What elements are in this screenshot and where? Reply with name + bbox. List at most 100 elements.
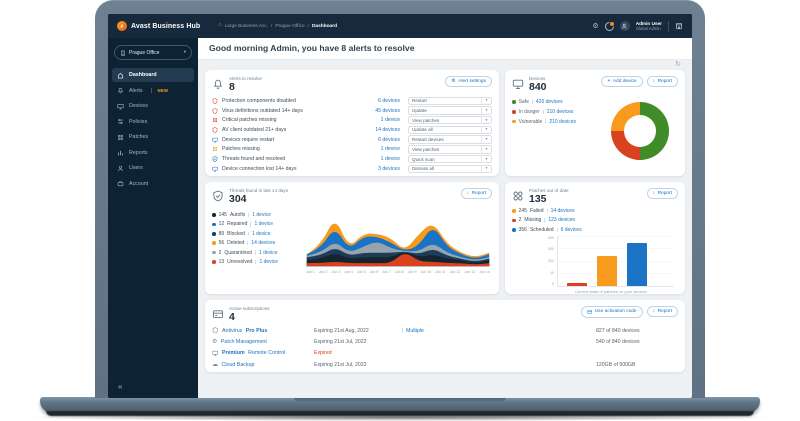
bar-failed xyxy=(597,256,617,286)
alert-devices-link[interactable]: 1 device xyxy=(380,117,400,124)
subscription-name: Remote Control xyxy=(248,350,286,357)
legend-divider xyxy=(248,212,250,218)
sidebar-item-reports[interactable]: Reports xyxy=(112,146,194,160)
sidebar-item-devices[interactable]: Devices xyxy=(112,99,194,113)
sidebar-item-account[interactable]: Account xyxy=(112,177,194,191)
devices-count: 840 xyxy=(529,81,547,93)
add-device-button[interactable]: + Add device xyxy=(601,76,643,88)
user-menu[interactable]: Admin User Global Admin xyxy=(636,21,662,32)
legend-label: Scheduled xyxy=(529,226,554,233)
settings-gear-icon[interactable]: ⚙ xyxy=(592,22,599,30)
card-title: Threats found in last 14 days xyxy=(229,188,288,193)
alert-label: Patches missing xyxy=(222,146,260,153)
alert-action-select[interactable]: Restart ▾ xyxy=(408,96,492,106)
alert-settings-button[interactable]: ⚙ Alert settings xyxy=(445,76,492,88)
avatar[interactable] xyxy=(619,21,630,31)
subscription-link[interactable]: Antivirus Pro Plus xyxy=(212,327,314,334)
patches-bar-chart: 400 300 200 10 0 Current state of patches on… xyxy=(548,235,674,294)
office-selector[interactable]: Prague Office ▾ xyxy=(114,45,192,60)
alert-devices-link[interactable]: 6 devices xyxy=(378,136,400,143)
subscription-link[interactable]: Premium Remote Control xyxy=(212,350,314,357)
subscription-name: Antivirus xyxy=(222,327,243,334)
legend-devices-link[interactable]: 1 device xyxy=(251,230,271,237)
legend-dot xyxy=(212,232,216,236)
use-activation-code-button[interactable]: Use activation code xyxy=(580,306,643,318)
legend-item: 89 Blocked 1 device xyxy=(212,231,304,237)
subscription-link[interactable]: ⚙ Patch Management xyxy=(212,339,314,345)
x-axis-tick: Jun 10 xyxy=(420,270,432,275)
gear-icon: ⚙ xyxy=(212,338,218,345)
y-axis-tick: 200 xyxy=(548,259,554,264)
devices-report-button[interactable]: ↓ Report xyxy=(646,76,678,88)
sidebar-collapse-icon[interactable]: « xyxy=(118,382,123,391)
sidebar-item-users[interactable]: Users xyxy=(112,161,194,175)
legend-divider xyxy=(250,222,252,227)
monitor-icon xyxy=(212,166,218,172)
legend-devices-link[interactable]: 123 devices xyxy=(548,217,576,224)
sidebar-item-alerts[interactable]: Alerts NEW xyxy=(112,84,194,98)
legend-devices-link[interactable]: 14 devices xyxy=(550,208,575,215)
alert-action-select[interactable]: Update all ▾ xyxy=(408,125,492,135)
alert-action-select[interactable]: Quick scan ▾ xyxy=(408,154,492,164)
legend-devices-link[interactable]: 14 devices xyxy=(251,240,276,247)
sidebar-item-policies[interactable]: Policies xyxy=(112,115,194,129)
breadcrumb-site[interactable]: Prague Office xyxy=(275,23,305,29)
select-value: Restart devices xyxy=(412,137,444,143)
threats-x-labels: Jun 1 Jun 2 Jun 3 Jun 4 Jun 5 Jun 6 Jun 7 Jun 8… xyxy=(304,269,492,274)
patches-report-button[interactable]: ↓ Report xyxy=(646,188,678,200)
laptop-base-notch xyxy=(294,397,506,403)
threats-report-button[interactable]: ↓ Report xyxy=(460,188,492,200)
x-axis-tick: Jun 12 xyxy=(449,270,461,275)
legend-devices-link[interactable]: 210 devices xyxy=(549,118,577,125)
legend-devices-link[interactable]: 210 devices xyxy=(546,108,574,115)
alert-devices-link[interactable]: 6 devices xyxy=(378,97,400,104)
gear-icon: ⚙ xyxy=(451,78,456,85)
select-value: Quick scan xyxy=(412,156,435,162)
legend-devices-link[interactable]: 1 device xyxy=(259,259,279,266)
legend-devices-link[interactable]: 420 devices xyxy=(535,99,563,106)
sidebar-item-patches[interactable]: Patches xyxy=(112,130,194,144)
laptop-screen: Avast Business Hub ⌂ Large Business Acc.… xyxy=(108,14,692,398)
alert-devices-link[interactable]: 1 device xyxy=(380,146,400,153)
alert-action-select[interactable]: Dismiss all ▾ xyxy=(408,164,492,173)
shield-alert-icon xyxy=(212,107,218,114)
multiple-link[interactable]: Multiple xyxy=(406,327,424,334)
legend-devices-link[interactable]: 6 devices xyxy=(560,226,582,233)
alert-action-select[interactable]: Update ▾ xyxy=(408,106,492,115)
refresh-icon[interactable]: ↻ xyxy=(675,61,681,68)
office-selector-label: Prague Office xyxy=(129,49,160,56)
alert-devices-link[interactable]: 45 devices xyxy=(375,107,400,114)
laptop-bezel: Avast Business Hub ⌂ Large Business Acc.… xyxy=(95,0,705,398)
top-bar: Avast Business Hub ⌂ Large Business Acc.… xyxy=(108,14,692,38)
legend-devices-link[interactable]: 1 device xyxy=(254,221,274,228)
subscription-name-bold: Pro Plus xyxy=(245,327,268,334)
subscription-link[interactable]: ☁ Cloud Backup xyxy=(212,362,314,368)
legend-devices-link[interactable]: 1 device xyxy=(252,212,271,219)
sidebar-item-label: Policies xyxy=(129,118,148,125)
card-title: Patches out of date xyxy=(529,188,569,193)
alert-devices-link[interactable]: 14 devices xyxy=(375,126,400,133)
patches-yaxis: 400 300 200 10 0 xyxy=(548,236,554,287)
alert-action-select[interactable]: View patches ▾ xyxy=(408,145,492,154)
bell-icon xyxy=(212,78,224,90)
shield-alert-icon xyxy=(212,127,218,133)
legend-dot xyxy=(512,100,516,104)
legend-dot xyxy=(212,260,216,264)
alert-devices-link[interactable]: 1 device xyxy=(380,156,400,163)
legend-label: Failed xyxy=(529,208,544,215)
legend-label: Blocked xyxy=(227,230,245,237)
legend-dot xyxy=(212,213,216,217)
store-icon[interactable] xyxy=(675,22,683,30)
alert-action-select[interactable]: Restart devices ▾ xyxy=(408,135,492,144)
notifications-icon[interactable] xyxy=(604,20,615,31)
sidebar-item-label: Patches xyxy=(129,134,149,140)
monitor-icon xyxy=(212,137,218,143)
sidebar-item-dashboard[interactable]: Dashboard xyxy=(112,68,194,82)
legend-devices-link[interactable]: 1 device xyxy=(258,249,278,256)
breadcrumb-account[interactable]: Large Business Acc. xyxy=(224,23,269,29)
subscriptions-report-button[interactable]: ↓ Report xyxy=(646,306,678,318)
sidebar-item-label: Alerts xyxy=(129,87,143,94)
alert-action-select[interactable]: View patches ▾ xyxy=(408,116,492,125)
home-icon[interactable]: ⌂ xyxy=(218,22,222,29)
alert-devices-link[interactable]: 3 devices xyxy=(378,165,400,172)
